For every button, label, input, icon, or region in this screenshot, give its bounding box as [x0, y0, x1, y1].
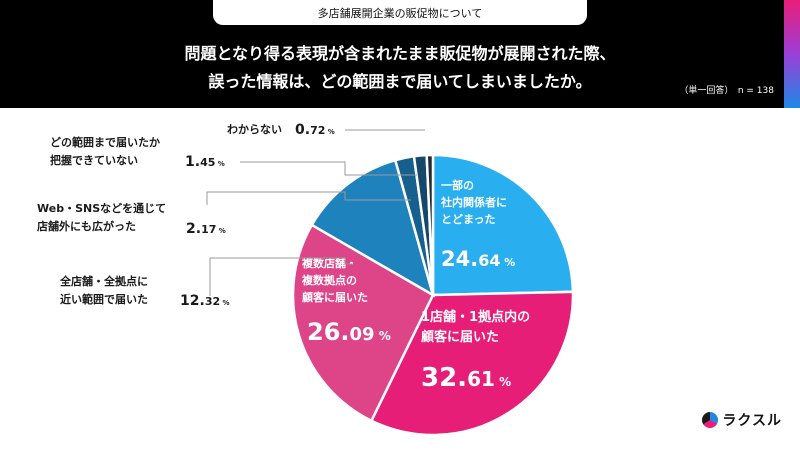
leader-line-4 [209, 257, 352, 296]
leader-line-3 [206, 191, 411, 205]
inside-label-3: 複数店舗・複数拠点の顧客に届いた [301, 256, 368, 304]
pie-slice-3 [291, 223, 435, 423]
inside-value-1: 24.64 % [441, 247, 515, 271]
logo-mark-icon [702, 412, 719, 428]
accent-stripe [784, 0, 800, 108]
sample-size-note: （単一回答） n = 138 [679, 86, 774, 96]
question-line-2: 誤った情報は、どの範囲まで届いてしまいましたか。 [208, 72, 592, 91]
question-line-1: 問題となり得る表現が含まれたまま販促物が展開された際、 [184, 44, 616, 63]
header-banner: 多店舗展開企業の販促物について 問題となり得る表現が含まれたまま販促物が展開され… [0, 0, 800, 108]
inside-label-1: 一部の社内関係者にとどまった [440, 178, 507, 226]
pie-slice-4 [310, 158, 436, 298]
outside-value-3: 2.17 % [186, 221, 226, 237]
outside-value-1: 0.72 % [295, 122, 335, 138]
topic-label: 多店舗展開企業の販促物について [317, 6, 483, 20]
outside-label-3: Web・SNSなどを通じて店舗外にも広がった [37, 202, 166, 233]
inside-value-3: 26.09 % [307, 318, 391, 346]
inside-label-2: 1店舗・1拠点内の顧客に届いた [421, 309, 530, 345]
outside-label-4: 全店舗・全拠点に近い範囲で届いた [59, 274, 148, 306]
logo-text: ラクスル [722, 413, 782, 429]
pie-slice-1 [431, 153, 575, 297]
pie-slice-2 [369, 290, 575, 437]
topic-tab: 多店舗展開企業の販促物について [213, 0, 587, 25]
survey-question: 問題となり得る表現が含まれたまま販促物が展開された際、 誤った情報は、どの範囲ま… [0, 40, 800, 96]
brand-logo: ラクスル [702, 410, 782, 430]
outside-value-4: 12.32 % [180, 293, 230, 309]
leader-line-2 [240, 161, 417, 176]
inside-value-2: 32.61 % [421, 363, 511, 393]
outside-value-2: 1.45 % [185, 154, 225, 170]
pie-slice-7 [425, 153, 435, 296]
outside-label-1: わからない [227, 123, 282, 136]
outside-label-2: どの範囲まで届いたか把握できていない [50, 135, 160, 167]
